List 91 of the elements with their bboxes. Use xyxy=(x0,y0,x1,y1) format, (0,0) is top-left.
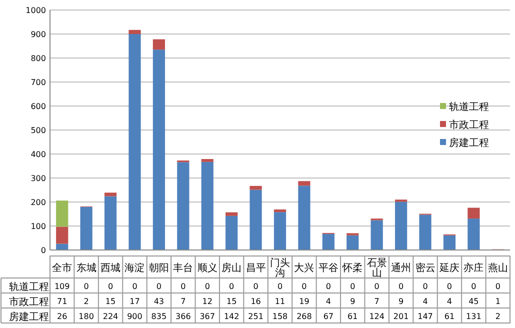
y-tick-label: 1000 xyxy=(26,6,46,15)
x-tick-label: 门头沟 xyxy=(270,257,290,279)
x-tick-label: 密云 xyxy=(415,262,436,274)
y-tick-label: 100 xyxy=(30,222,46,231)
y-tick-label: 800 xyxy=(30,54,46,63)
data-label: 0 xyxy=(495,282,500,291)
data-label: 2 xyxy=(84,297,89,306)
x-tick-label: 亦庄 xyxy=(464,262,484,274)
x-tick-label: 怀柔 xyxy=(342,262,363,274)
data-label: 835 xyxy=(151,312,167,321)
data-label: 0 xyxy=(326,282,331,291)
data-label: 43 xyxy=(154,297,164,306)
data-label: 124 xyxy=(369,312,384,321)
y-tick-label: 400 xyxy=(30,150,46,159)
data-label: 15 xyxy=(226,297,237,306)
x-tick-label: 昌平 xyxy=(246,263,266,274)
x-tick-label: 石景山 xyxy=(366,257,387,279)
x-tick-label: 海淀 xyxy=(124,262,145,274)
x-tick-label: 燕山 xyxy=(488,262,508,274)
data-label: 0 xyxy=(132,282,138,291)
y-tick-label: 700 xyxy=(30,78,46,87)
data-label: 109 xyxy=(54,282,70,291)
x-tick-label: 朝阳 xyxy=(148,262,169,274)
x-tick-label: 全市 xyxy=(52,262,72,274)
data-label: 11 xyxy=(274,297,286,306)
data-label: 61 xyxy=(348,312,358,321)
data-label: 15 xyxy=(105,297,116,306)
data-label: 147 xyxy=(418,312,433,321)
x-tick-label: 东城 xyxy=(76,262,96,274)
y-tick-label: 0 xyxy=(40,246,46,255)
data-label: 0 xyxy=(422,282,428,291)
data-label: 0 xyxy=(253,282,258,291)
data-label: 4 xyxy=(422,297,428,306)
data-label: 0 xyxy=(84,282,89,291)
data-label: 900 xyxy=(127,312,142,321)
data-label: 0 xyxy=(277,282,283,291)
data-label: 251 xyxy=(248,312,264,321)
data-label: 268 xyxy=(296,312,312,321)
data-label: 0 xyxy=(229,282,234,291)
data-label: 2 xyxy=(495,312,500,321)
data-label: 12 xyxy=(202,297,212,306)
data-label: 0 xyxy=(180,282,186,291)
data-label: 19 xyxy=(299,297,310,306)
data-label: 17 xyxy=(130,297,140,306)
data-label: 0 xyxy=(374,282,380,291)
data-table: 全市 东城 西城 海淀 朝阳 丰台 顺义 房山 昌平 门头沟 大兴 平谷 怀柔 石景山 通州 密云 延庆 亦庄 燕山 轨道工程 109 0 0 0 0 0 0 0 0 0 0 0 0 0 0 0 0 0 0 市政工程 71 2 15 17 43 7 12 15 16 11 19 4 9 7 9 4 4 45 1 房建工程 26 180 224 900 835 366 367 142 251 158 268 67 61 124 201 147 61 131 2 xyxy=(0,256,510,324)
data-label: 131 xyxy=(466,312,482,321)
data-label: 0 xyxy=(204,282,210,291)
data-label: 45 xyxy=(468,297,479,306)
x-tick-label: 大兴 xyxy=(294,262,314,274)
data-label: 0 xyxy=(471,282,476,291)
y-tick-label: 500 xyxy=(30,126,46,135)
x-tick-label: 通州 xyxy=(391,262,412,274)
data-label: 366 xyxy=(176,312,191,321)
data-label: 16 xyxy=(250,297,261,306)
data-label: 9 xyxy=(350,297,356,306)
x-tick-label: 房山 xyxy=(222,262,242,274)
data-label: 180 xyxy=(78,312,94,321)
y-tick-label: 900 xyxy=(30,30,46,39)
x-tick-label: 平谷 xyxy=(318,262,338,274)
data-label: 7 xyxy=(180,297,186,306)
x-tick-label: 延庆 xyxy=(438,262,460,274)
legend-label: 房建工程 xyxy=(449,137,489,149)
x-tick-label: 西城 xyxy=(100,262,121,274)
data-label: 7 xyxy=(374,297,380,306)
data-label: 1 xyxy=(495,297,500,306)
legend-label: 市政工程 xyxy=(449,119,489,131)
data-label: 26 xyxy=(57,312,68,321)
data-label: 61 xyxy=(444,312,455,321)
data-label: 0 xyxy=(108,282,114,291)
data-label: 9 xyxy=(398,297,404,306)
legend-label: 轨道工程 xyxy=(449,101,489,113)
data-label: 0 xyxy=(398,282,404,291)
data-label: 201 xyxy=(393,312,409,321)
data-label: 0 xyxy=(446,282,452,291)
data-label: 0 xyxy=(302,282,307,291)
data-label: 367 xyxy=(200,312,216,321)
y-tick-label: 300 xyxy=(30,174,46,183)
data-label: 142 xyxy=(224,312,240,321)
data-label: 0 xyxy=(156,282,162,291)
y-tick-label: 200 xyxy=(30,198,46,207)
x-tick-label: 丰台 xyxy=(173,262,194,274)
data-label: 4 xyxy=(446,297,452,306)
data-label: 0 xyxy=(350,282,356,291)
data-label: 71 xyxy=(57,297,68,306)
data-label: 4 xyxy=(326,297,331,306)
x-tick-label: 顺义 xyxy=(197,262,218,274)
y-tick-label: 600 xyxy=(30,102,46,111)
data-label: 67 xyxy=(323,312,334,321)
data-label: 158 xyxy=(272,312,288,321)
data-label: 224 xyxy=(102,312,118,321)
